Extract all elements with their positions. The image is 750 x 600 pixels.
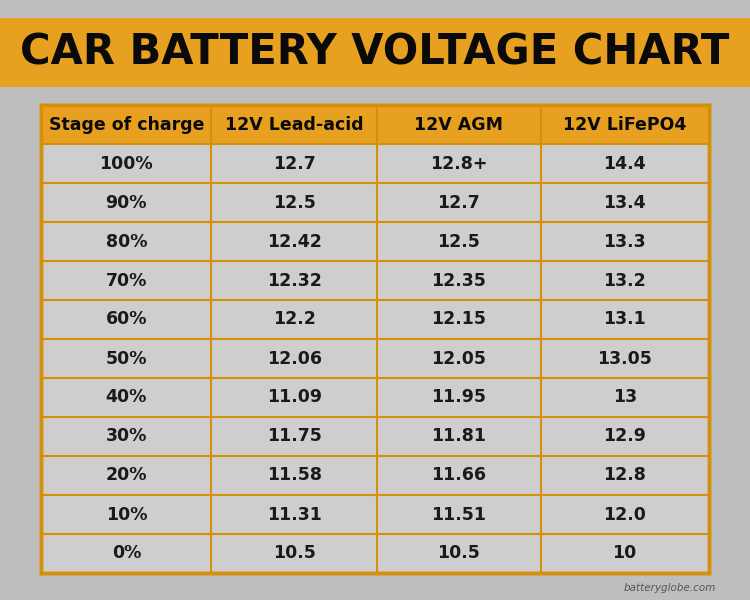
Text: 13.4: 13.4 — [603, 193, 646, 211]
Text: 11.95: 11.95 — [431, 389, 486, 407]
Text: 12.7: 12.7 — [437, 193, 480, 211]
Text: 12.35: 12.35 — [431, 271, 486, 289]
Text: 12.0: 12.0 — [603, 505, 646, 523]
Text: 30%: 30% — [106, 427, 147, 445]
Text: 12V LiFePO4: 12V LiFePO4 — [563, 115, 686, 133]
Text: 40%: 40% — [106, 389, 147, 407]
Text: 13.05: 13.05 — [597, 349, 652, 367]
Text: 90%: 90% — [106, 193, 147, 211]
Text: 12V Lead-acid: 12V Lead-acid — [225, 115, 364, 133]
Text: 12.05: 12.05 — [431, 349, 486, 367]
Text: 10.5: 10.5 — [437, 544, 480, 562]
Text: 60%: 60% — [106, 311, 147, 329]
Text: 12.32: 12.32 — [267, 271, 322, 289]
Text: 11.51: 11.51 — [431, 505, 486, 523]
Text: Stage of charge: Stage of charge — [49, 115, 204, 133]
Text: 11.09: 11.09 — [267, 389, 322, 407]
Text: 20%: 20% — [106, 467, 147, 484]
Text: 12.42: 12.42 — [267, 233, 322, 251]
Text: 12.5: 12.5 — [273, 193, 316, 211]
Text: 12V AGM: 12V AGM — [414, 115, 503, 133]
Text: 13.3: 13.3 — [603, 233, 646, 251]
Text: 12.9: 12.9 — [603, 427, 646, 445]
Text: 12.7: 12.7 — [273, 155, 316, 173]
Text: 13.2: 13.2 — [603, 271, 646, 289]
Text: 11.75: 11.75 — [267, 427, 322, 445]
Bar — [0, 18, 750, 87]
Text: 12.15: 12.15 — [431, 311, 486, 329]
Text: 70%: 70% — [106, 271, 147, 289]
Text: 100%: 100% — [100, 155, 153, 173]
Text: 10.5: 10.5 — [273, 544, 316, 562]
Text: 12.5: 12.5 — [437, 233, 480, 251]
Text: 0%: 0% — [112, 544, 141, 562]
Text: batteryglobe.com: batteryglobe.com — [624, 583, 716, 593]
Text: 11.81: 11.81 — [431, 427, 486, 445]
Bar — [41, 105, 709, 573]
Bar — [41, 105, 709, 144]
Text: 13.1: 13.1 — [603, 311, 646, 329]
Text: 12.2: 12.2 — [273, 311, 316, 329]
Text: 11.58: 11.58 — [267, 467, 322, 484]
Text: CAR BATTERY VOLTAGE CHART: CAR BATTERY VOLTAGE CHART — [20, 31, 730, 73]
Text: 11.66: 11.66 — [431, 467, 486, 484]
Text: 10: 10 — [613, 544, 637, 562]
Text: 11.31: 11.31 — [267, 505, 322, 523]
Text: 12.8: 12.8 — [603, 467, 646, 484]
Text: 14.4: 14.4 — [603, 155, 646, 173]
Text: 50%: 50% — [106, 349, 147, 367]
Text: 80%: 80% — [106, 233, 147, 251]
Text: 10%: 10% — [106, 505, 147, 523]
Text: 12.8+: 12.8+ — [430, 155, 488, 173]
Text: 13: 13 — [613, 389, 637, 407]
Text: 12.06: 12.06 — [267, 349, 322, 367]
